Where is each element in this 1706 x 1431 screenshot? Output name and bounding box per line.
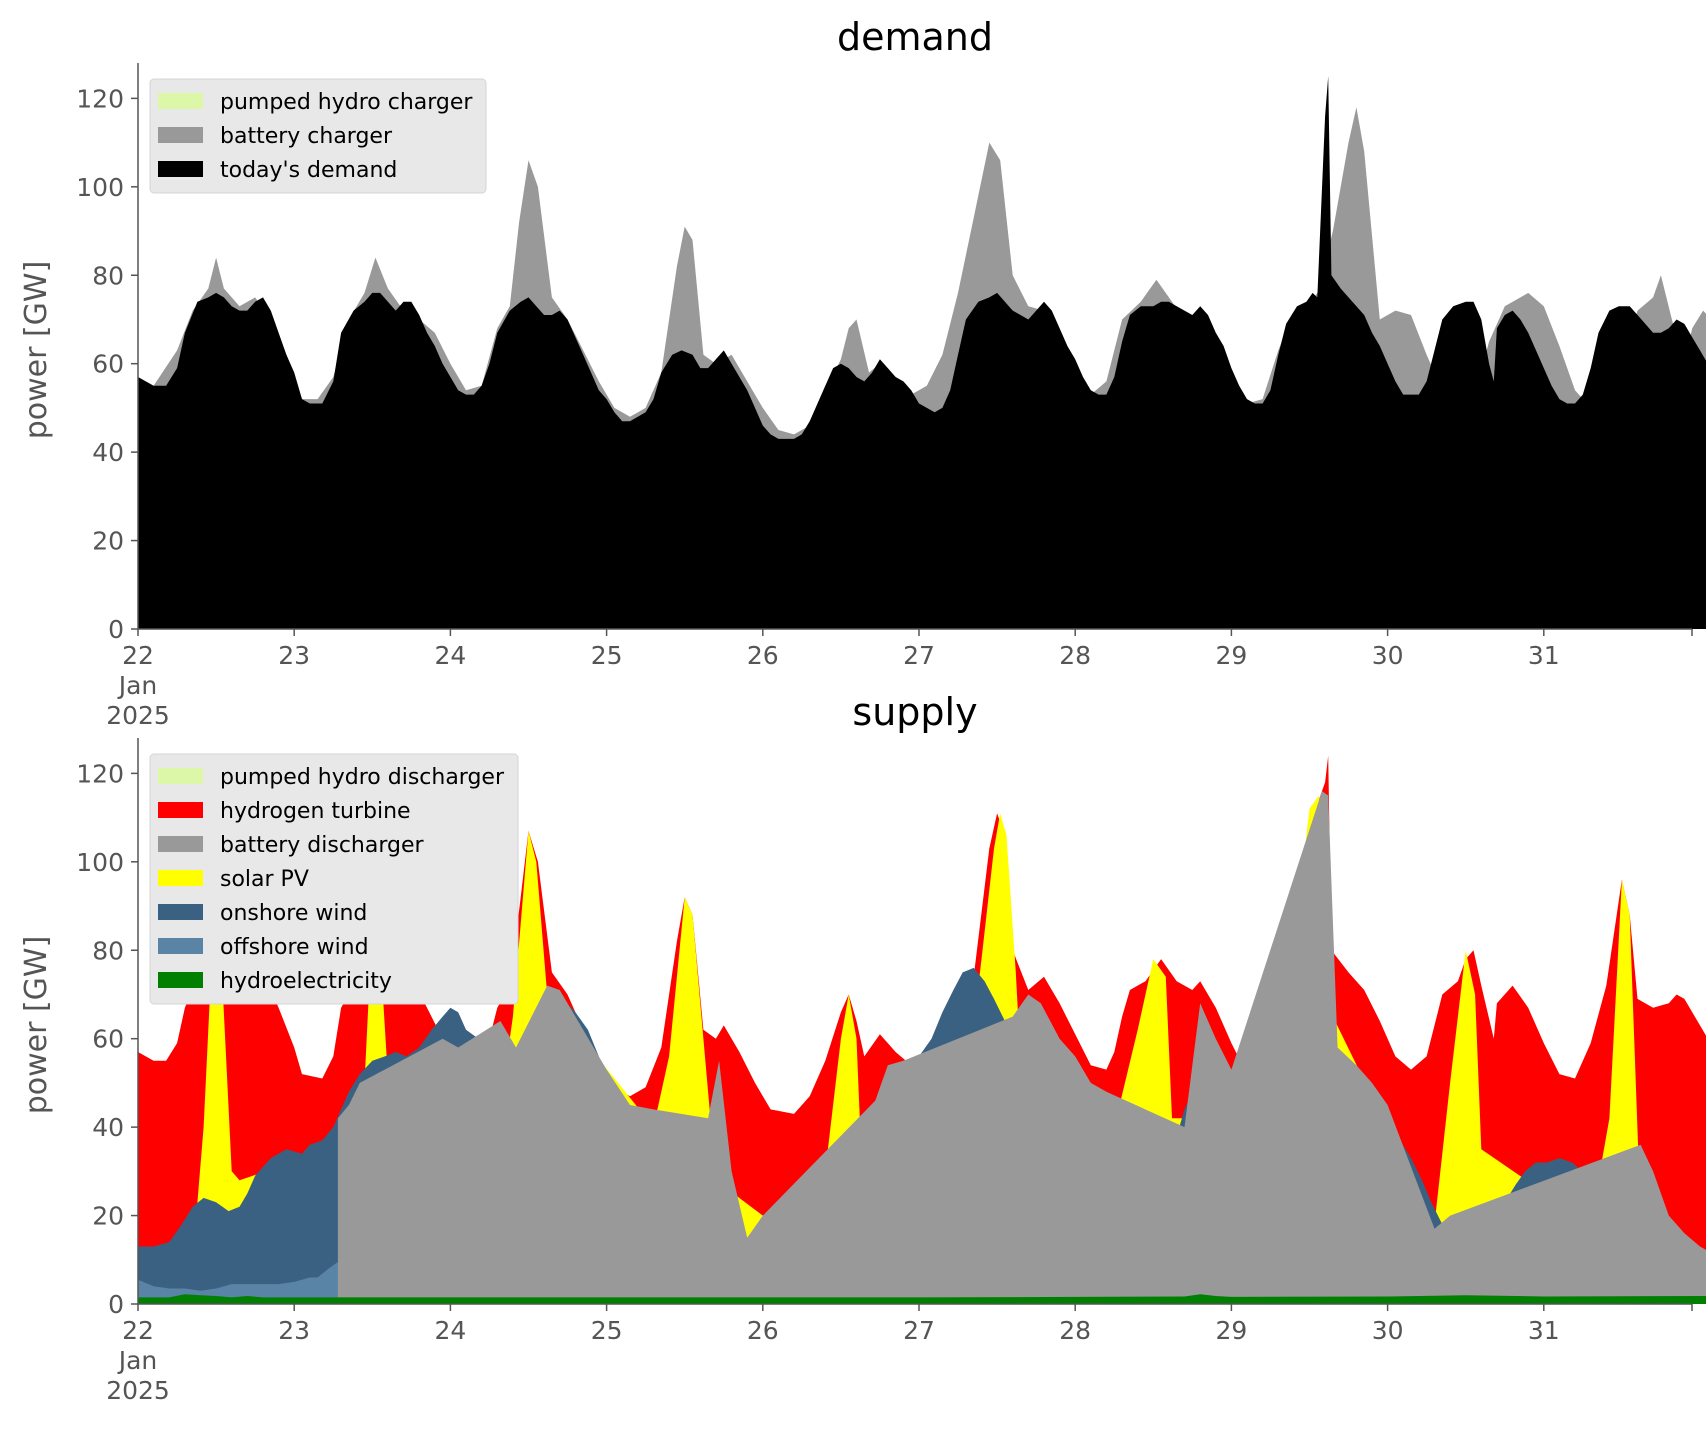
x-tick-label: 24 [434, 641, 466, 670]
x-tick-label: 23 [278, 641, 310, 670]
y-tick-label: 40 [92, 438, 124, 467]
x-tick-label: 29 [1215, 1316, 1247, 1345]
x-tick-label: 25 [591, 641, 623, 670]
legend-label-solar-pv: solar PV [220, 867, 309, 892]
x-tick-label: 26 [747, 641, 779, 670]
series-area-today-s-demand [138, 76, 1706, 629]
y-tick-label: 120 [76, 84, 124, 113]
legend-box [149, 753, 519, 1005]
supply-title: supply [852, 690, 977, 734]
x-tick-label: 31 [1528, 641, 1560, 670]
x-tick-label: 27 [903, 1316, 935, 1345]
legend-label-battery-discharger: battery discharger [220, 833, 425, 858]
demand-title: demand [837, 15, 993, 59]
series-area-hydroelectricity [138, 1294, 1706, 1304]
x-tick-label: 30 [1372, 641, 1404, 670]
x-tick-label-start: Jan [117, 671, 158, 700]
x-tick-label-start: 2025 [106, 701, 170, 730]
x-tick-label-start: 2025 [106, 1376, 170, 1405]
legend-swatch-onshore-wind [158, 904, 203, 920]
y-tick-label: 60 [92, 1025, 124, 1054]
legend-swatch-hydrogen-turbine [158, 802, 203, 818]
legend-label-offshore-wind: offshore wind [220, 935, 369, 960]
y-tick-label: 20 [92, 1202, 124, 1231]
legend-label-hydrogen-turbine: hydrogen turbine [220, 799, 411, 824]
y-tick-label: 40 [92, 1113, 124, 1142]
demand-panel: demand power [GW] 0 20 40 60 80 100 120 22Jan20… [19, 15, 1706, 730]
y-tick-label: 0 [108, 615, 124, 644]
legend-swatch-hydroelectricity [158, 972, 203, 988]
legend-label-pumped-hydro-charger: pumped hydro charger [220, 90, 473, 115]
x-tick-label: 27 [903, 641, 935, 670]
y-tick-label: 80 [92, 936, 124, 965]
x-tick-label-start: Jan [117, 1346, 158, 1375]
legend-label-pumped-hydro-discharger: pumped hydro discharger [220, 765, 505, 790]
legend-swatch-pumped-hydro-charger [158, 93, 203, 109]
x-tick-label: 23 [278, 1316, 310, 1345]
supply-panel: supply power [GW] 02040608010012022Jan20… [19, 690, 1706, 1405]
y-tick-label: 60 [92, 350, 124, 379]
legend-swatch-battery-charger [158, 127, 203, 143]
legend-swatch-offshore-wind [158, 938, 203, 954]
x-tick-label-start: 22 [122, 1316, 154, 1345]
y-tick-label: 20 [92, 527, 124, 556]
x-tick-label: 24 [434, 1316, 466, 1345]
y-tick-label: 80 [92, 261, 124, 290]
legend-swatch-battery-discharger [158, 836, 203, 852]
series-area-battery-discharger [337, 791, 1706, 1304]
legend-label-battery-charger: battery charger [220, 124, 393, 149]
y-tick-label: 100 [76, 848, 124, 877]
legend-swatch-solar-pv [158, 870, 203, 886]
x-tick-label: 28 [1059, 641, 1091, 670]
x-tick-label: 31 [1528, 1316, 1560, 1345]
legend-swatch-pumped-hydro-discharger [158, 768, 203, 784]
y-tick-label: 0 [108, 1290, 124, 1319]
legend-box [149, 78, 487, 194]
x-tick-label-start: 22 [122, 641, 154, 670]
x-tick-label: 26 [747, 1316, 779, 1345]
x-tick-label: 25 [591, 1316, 623, 1345]
legend-label-today-s-demand: today's demand [220, 158, 397, 183]
legend-swatch-today-s-demand [158, 161, 203, 177]
legend-label-hydroelectricity: hydroelectricity [220, 969, 392, 994]
supply-y-axis-label: power [GW] [19, 936, 54, 1115]
x-tick-label: 29 [1215, 641, 1247, 670]
y-tick-label: 120 [76, 759, 124, 788]
demand-y-axis-label: power [GW] [19, 261, 54, 440]
x-tick-label: 30 [1372, 1316, 1404, 1345]
x-tick-label: 28 [1059, 1316, 1091, 1345]
legend-label-onshore-wind: onshore wind [220, 901, 367, 926]
y-tick-label: 100 [76, 173, 124, 202]
